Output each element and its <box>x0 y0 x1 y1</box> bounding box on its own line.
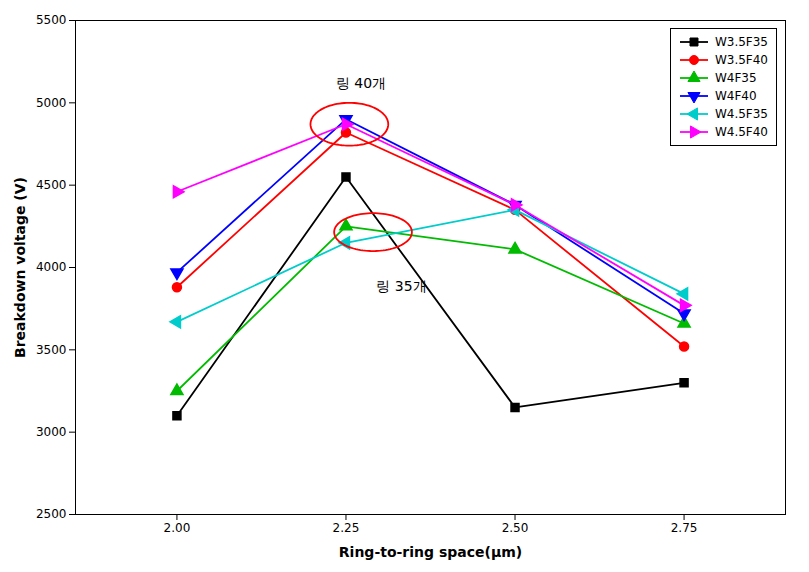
svg-text:4500: 4500 <box>36 178 67 192</box>
svg-text:링 35개: 링 35개 <box>376 278 426 294</box>
svg-text:3000: 3000 <box>36 425 67 439</box>
svg-text:2500: 2500 <box>36 507 67 521</box>
html-text:W4F40: W4F40 <box>714 89 757 103</box>
html-text:W4.5F35: W4.5F35 <box>714 107 768 121</box>
html-text:W4F35: W4F35 <box>714 71 757 85</box>
svg-text:5000: 5000 <box>36 96 67 110</box>
svg-text:Ring-to-ring space(μm): Ring-to-ring space(μm) <box>339 544 522 560</box>
html-text:W3.5F40: W3.5F40 <box>714 53 768 67</box>
svg-text:2.50: 2.50 <box>502 521 529 535</box>
svg-text:2.25: 2.25 <box>333 521 360 535</box>
svg-text:2.75: 2.75 <box>671 521 698 535</box>
html-text:W4.5F40: W4.5F40 <box>714 125 768 139</box>
svg-text:Breakdown voltage (V): Breakdown voltage (V) <box>12 177 28 358</box>
svg-text:4000: 4000 <box>36 260 67 274</box>
svg-text:3500: 3500 <box>36 343 67 357</box>
svg-text:2.00: 2.00 <box>164 521 191 535</box>
html-text:W3.5F35: W3.5F35 <box>714 35 768 49</box>
svg-text:5500: 5500 <box>36 13 67 27</box>
svg-text:링 40개: 링 40개 <box>336 75 386 91</box>
